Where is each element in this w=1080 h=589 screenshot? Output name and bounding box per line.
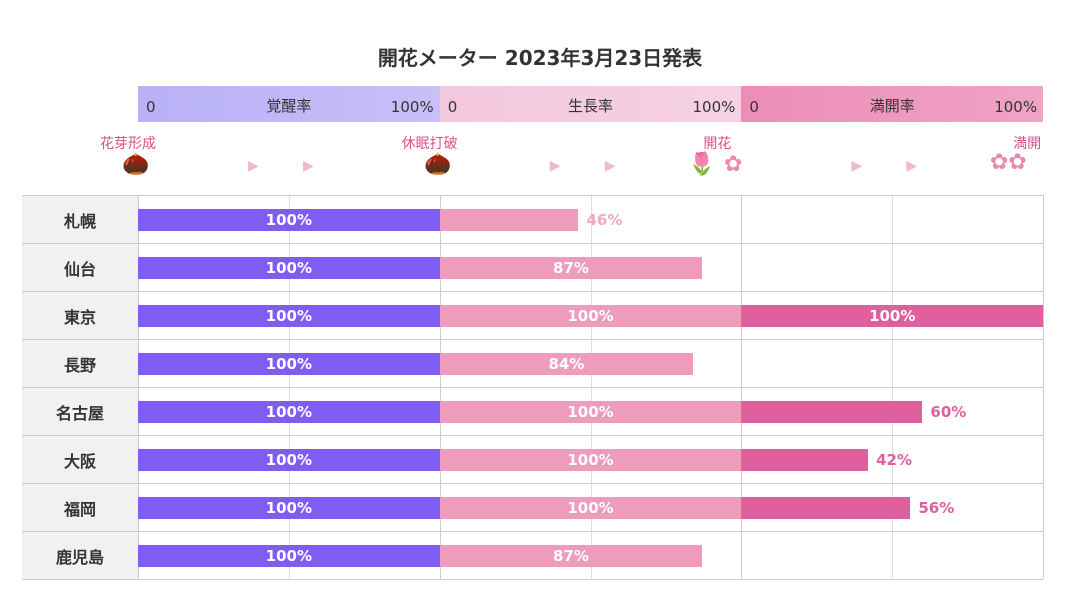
row-label: 名古屋	[22, 388, 138, 436]
bar-value-label: 42%	[876, 451, 913, 469]
stage-name: 満開率	[869, 97, 915, 115]
milestone-label: 花芽形成	[100, 136, 156, 152]
bar	[439, 497, 742, 519]
bar	[741, 449, 869, 471]
bar	[439, 209, 579, 231]
gridline	[22, 339, 1043, 340]
stage-max-label: 100%	[692, 98, 736, 116]
row-label: 長野	[22, 340, 138, 388]
flower-bud-icon: 🌷	[688, 152, 716, 177]
bar-value-label: 100%	[265, 307, 313, 325]
row-label: 福岡	[22, 484, 138, 532]
bar	[741, 401, 923, 423]
stage-max-label: 100%	[390, 98, 434, 116]
arrow-icon: ▶	[851, 158, 863, 174]
arrow-icon: ▶	[604, 158, 616, 174]
bar-value-label: 100%	[265, 547, 313, 565]
bar-value-label: 100%	[265, 259, 313, 277]
bar	[439, 305, 742, 327]
stage-header: 0 覚醒率 100%	[138, 86, 440, 122]
bar	[138, 401, 440, 423]
bar-value-label: 100%	[265, 355, 313, 373]
stage-header: 0 生長率 100%	[439, 86, 742, 122]
bar	[439, 401, 742, 423]
row-label: 鹿児島	[22, 532, 138, 580]
gridline	[22, 195, 1043, 196]
bar	[439, 257, 703, 279]
gridline	[22, 579, 1043, 580]
bar-value-label: 100%	[567, 451, 614, 469]
bar-value-label: 84%	[548, 355, 585, 373]
stage-min-label: 0	[749, 98, 759, 116]
bar	[138, 305, 440, 327]
bar	[741, 305, 1044, 327]
gridline	[22, 435, 1043, 436]
bar-value-label: 56%	[918, 499, 955, 517]
arrow-icon: ▶	[906, 158, 918, 174]
bar	[439, 353, 694, 375]
bar	[138, 497, 440, 519]
arrow-icon: ▶	[303, 158, 314, 174]
bar-value-label: 60%	[930, 403, 967, 421]
stage-name: 覚醒率	[266, 97, 312, 115]
gridline	[22, 531, 1043, 532]
cherry-blossom-icon: ✿	[724, 152, 743, 177]
gridline	[22, 483, 1043, 484]
stage-header: 0 満開率 100%	[741, 86, 1044, 122]
bar-value-label: 87%	[552, 259, 589, 277]
gridline	[22, 387, 1043, 388]
row-label: 東京	[22, 292, 138, 340]
gridline	[1043, 195, 1045, 579]
bar	[138, 209, 440, 231]
bar	[741, 497, 911, 519]
bar	[138, 353, 440, 375]
arrow-icon: ▶	[248, 158, 259, 174]
cherry-blossom-icon: ✿✿	[990, 150, 1027, 175]
stage-min-label: 0	[146, 98, 156, 116]
bar	[138, 449, 440, 471]
milestone-label: 開花	[703, 136, 732, 152]
stage-min-label: 0	[447, 98, 458, 116]
row-label: 札幌	[22, 196, 138, 244]
bar	[138, 257, 440, 279]
gridline	[22, 243, 1043, 244]
bar-value-label: 100%	[265, 451, 313, 469]
chart-title: 開花メーター 2023年3月23日発表	[377, 46, 703, 70]
bud-icon: 🌰	[122, 152, 150, 177]
gridline	[22, 291, 1043, 292]
milestone-label: 休眠打破	[401, 136, 458, 152]
bar-value-label: 46%	[586, 211, 623, 229]
bar-value-label: 87%	[552, 547, 589, 565]
stage-max-label: 100%	[994, 98, 1038, 116]
bar	[138, 545, 440, 567]
stage-name: 生長率	[568, 97, 614, 115]
bar-value-label: 100%	[567, 307, 614, 325]
bud-icon: 🌰	[424, 152, 452, 177]
bar-value-label: 100%	[265, 499, 313, 517]
bar-value-label: 100%	[567, 403, 614, 421]
row-label: 仙台	[22, 244, 138, 292]
row-label: 大阪	[22, 436, 138, 484]
bar	[439, 545, 703, 567]
bar-value-label: 100%	[265, 211, 313, 229]
milestone-label: 満開	[1013, 136, 1042, 152]
bar-value-label: 100%	[567, 499, 614, 517]
arrow-icon: ▶	[549, 158, 561, 174]
bar	[439, 449, 742, 471]
bar-value-label: 100%	[869, 307, 916, 325]
bar-value-label: 100%	[265, 403, 313, 421]
